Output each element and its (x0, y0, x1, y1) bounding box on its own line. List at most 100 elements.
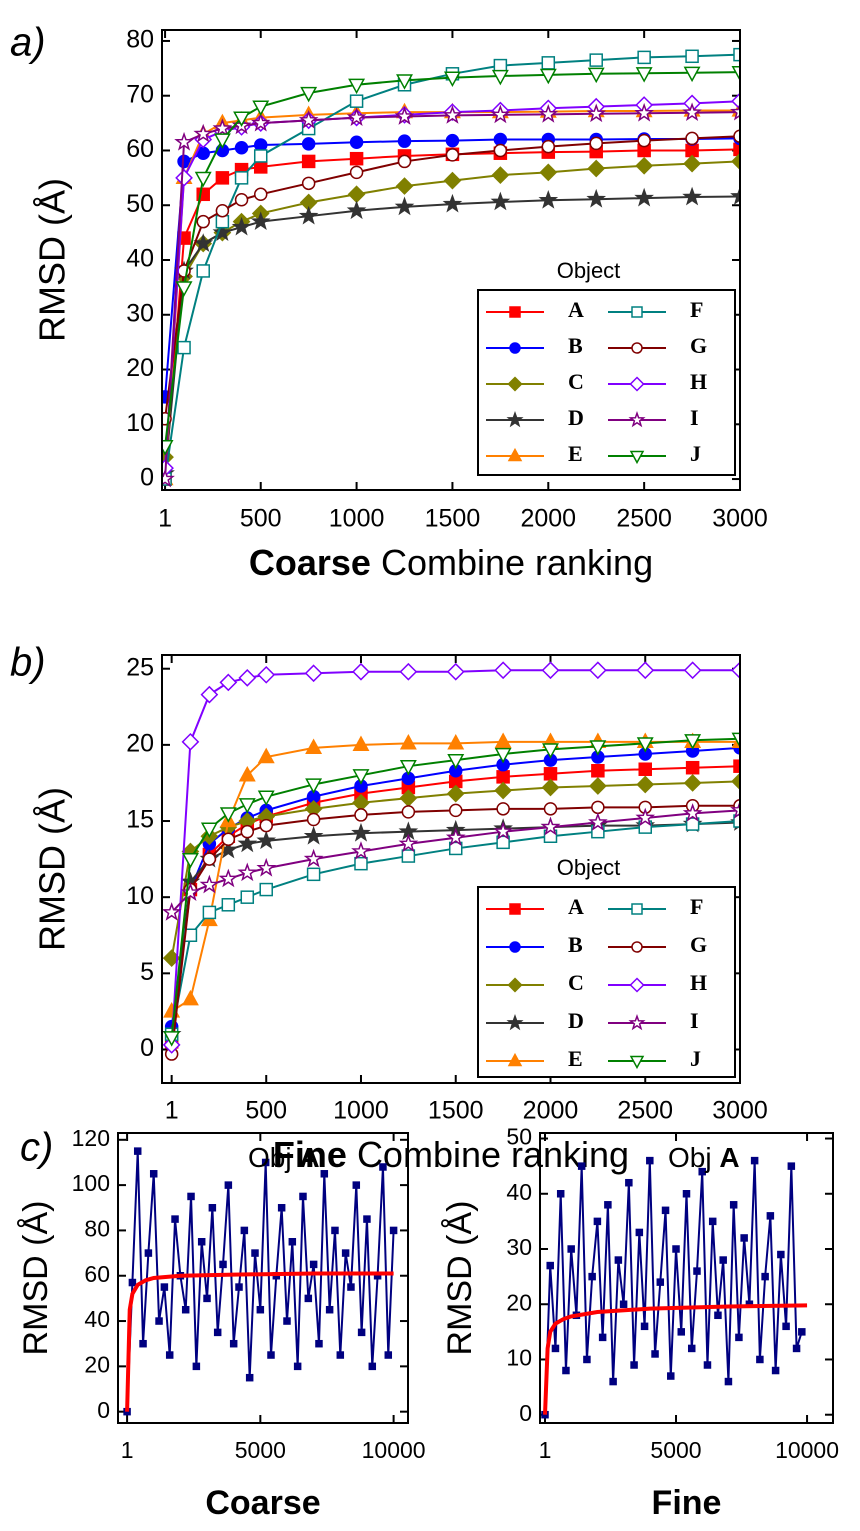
legend-label: J (690, 1046, 701, 1071)
marker (212, 222, 233, 241)
marker (730, 101, 740, 121)
marker (245, 1373, 254, 1382)
marker (782, 1322, 790, 1331)
marker (139, 1339, 147, 1348)
marker (174, 131, 194, 151)
legend-label: H (690, 369, 707, 394)
marker (631, 903, 643, 915)
marker (496, 802, 510, 816)
marker (509, 306, 521, 318)
marker (604, 1201, 612, 1209)
x-tick-label: 10000 (775, 1437, 839, 1463)
y-tick-label: 10 (506, 1345, 532, 1371)
marker (213, 1328, 222, 1337)
marker (443, 71, 461, 88)
marker (349, 151, 364, 166)
x-tick-label: 5000 (650, 1437, 701, 1463)
marker (507, 977, 523, 993)
y-axis-title: RMSD (Å) (17, 1201, 55, 1356)
marker (677, 1328, 686, 1336)
marker (309, 1260, 318, 1269)
legend-label: G (690, 333, 707, 358)
marker (733, 129, 740, 143)
marker (635, 807, 656, 827)
marker (175, 168, 193, 187)
series-line (170, 820, 740, 1035)
marker (541, 56, 556, 70)
marker (651, 1350, 659, 1358)
marker (213, 133, 231, 149)
marker (240, 1226, 249, 1235)
marker (636, 775, 655, 794)
plot-frame (161, 654, 741, 1084)
marker (634, 102, 654, 122)
marker (541, 661, 560, 680)
marker (546, 1261, 554, 1270)
marker (630, 1361, 638, 1369)
x-tick-label: 2500 (617, 1097, 673, 1125)
x-tick-label: 2000 (523, 1097, 579, 1125)
marker (724, 1377, 733, 1386)
legend-label: A (568, 297, 584, 322)
marker (731, 661, 740, 680)
marker (629, 977, 645, 993)
legend-label: C (568, 369, 584, 394)
marker (591, 800, 605, 815)
series-line (544, 1160, 803, 1415)
legend-box (477, 886, 736, 1078)
x-tick-label: 3000 (712, 505, 768, 533)
marker (277, 1204, 286, 1212)
marker (729, 1201, 738, 1209)
marker (298, 205, 319, 225)
y-tick-label: 100 (72, 1170, 110, 1196)
marker (200, 822, 218, 839)
marker (445, 133, 460, 148)
marker (301, 154, 316, 169)
marker (240, 890, 255, 904)
y-tick-label: 30 (126, 299, 154, 327)
series-line (164, 53, 740, 480)
marker (542, 743, 559, 759)
marker (180, 882, 201, 901)
legend-label: D (568, 405, 584, 430)
marker (215, 203, 230, 218)
marker (219, 807, 237, 823)
annotation-bold: A (299, 1142, 319, 1173)
marker (766, 1212, 775, 1220)
marker (636, 661, 655, 680)
annotation-text: Obj (248, 1142, 292, 1173)
x-tick-label: 3000 (712, 1097, 768, 1125)
series-line (170, 669, 740, 1045)
marker (200, 685, 219, 704)
marker (493, 821, 513, 841)
legend-label: E (568, 1046, 583, 1071)
marker (219, 1260, 227, 1269)
marker (541, 139, 556, 154)
x-axis-title: Fine (652, 1484, 722, 1522)
y-axis-title: RMSD (Å) (32, 178, 73, 342)
marker (628, 411, 646, 428)
marker (253, 160, 268, 174)
y-tick-label: 20 (126, 729, 154, 757)
marker (399, 662, 418, 681)
marker (683, 661, 702, 680)
x-tick-label: 2500 (616, 505, 672, 533)
marker (399, 733, 417, 750)
marker (635, 67, 653, 83)
series-line (164, 71, 740, 447)
marker (672, 1245, 680, 1253)
marker (635, 156, 654, 175)
marker (283, 1317, 291, 1325)
x-tick-label: 1000 (333, 1097, 389, 1125)
marker (577, 1162, 586, 1170)
marker (731, 772, 740, 791)
marker (683, 774, 702, 792)
marker (303, 825, 324, 845)
marker (685, 143, 699, 158)
legend-label: H (690, 970, 707, 995)
marker (181, 1305, 190, 1314)
plot-frame (161, 29, 741, 491)
marker (368, 1362, 377, 1371)
marker (303, 848, 324, 868)
